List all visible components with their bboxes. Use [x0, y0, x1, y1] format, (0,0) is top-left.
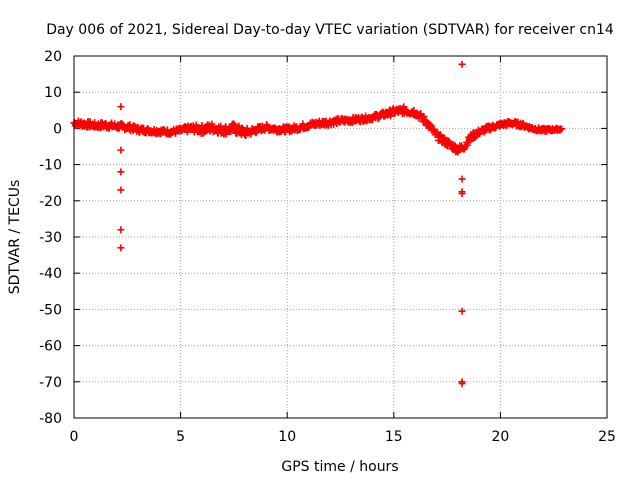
outlier-point: [458, 380, 466, 388]
outlier-point: [117, 146, 125, 154]
y-tick-label: -30: [39, 230, 62, 246]
data-point: [558, 125, 566, 133]
x-tick-label: 5: [176, 429, 185, 445]
outlier-point: [458, 307, 466, 315]
y-tick-label: -80: [39, 411, 62, 427]
outlier-point: [117, 226, 125, 234]
chart-title: Day 006 of 2021, Sidereal Day-to-day VTE…: [46, 22, 614, 38]
x-tick-label: 15: [385, 429, 403, 445]
y-tick-label: 0: [53, 121, 62, 137]
outlier-point: [117, 186, 125, 194]
data-point: [400, 103, 408, 111]
x-tick-label: 0: [70, 429, 79, 445]
y-tick-label: -20: [39, 194, 62, 210]
x-tick-label: 20: [491, 429, 509, 445]
y-tick-label: 20: [44, 49, 62, 65]
x-tick-label: 10: [278, 429, 296, 445]
y-tick-label: 10: [44, 85, 62, 101]
outlier-point: [458, 175, 466, 183]
y-tick-label: -60: [39, 339, 62, 355]
outlier-point: [458, 190, 466, 198]
x-axis-label: GPS time / hours: [281, 459, 398, 475]
x-tick-label: 25: [598, 429, 616, 445]
outlier-point: [117, 103, 125, 111]
outlier-point: [117, 168, 125, 176]
outlier-point: [117, 244, 125, 252]
y-axis-label: SDTVAR / TECUs: [7, 180, 23, 295]
outlier-point: [458, 60, 466, 68]
tick-labels: 0 5 10 15 20 25 -80 -70 -60 -50 -40 -30 -20 -10 0 10 20: [39, 49, 616, 445]
plot-frame: [73, 55, 608, 419]
y-tick-label: -50: [39, 302, 62, 318]
y-tick-label: -70: [39, 375, 62, 391]
y-tick-label: -10: [39, 158, 62, 174]
data-points: [70, 60, 566, 388]
y-tick-label: -40: [39, 266, 62, 282]
